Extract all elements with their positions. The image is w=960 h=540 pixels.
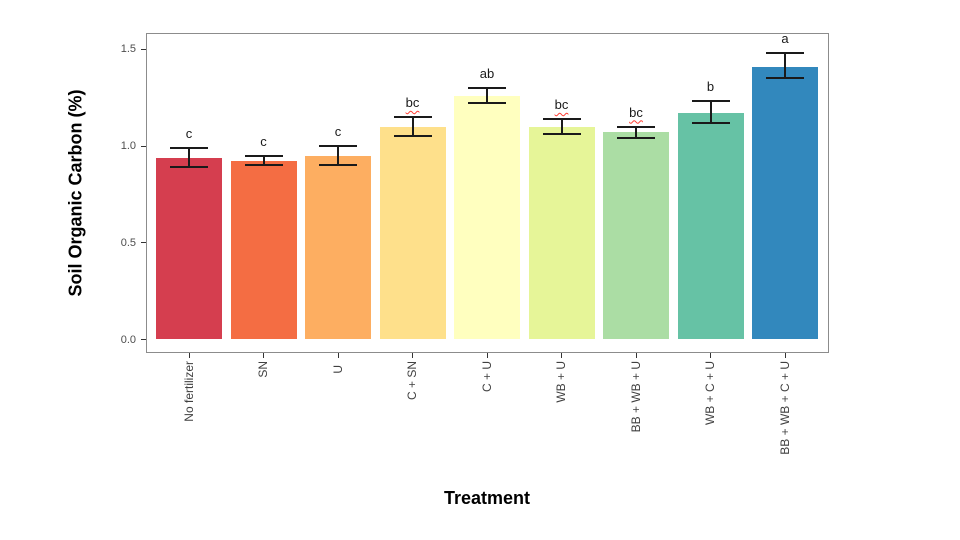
x-tick-label: WB + U xyxy=(554,361,569,408)
x-tick-label: BB + WB + C + U xyxy=(778,361,793,460)
x-axis-tick xyxy=(263,353,264,358)
x-axis-tick xyxy=(337,353,339,358)
x-tick-label: SN xyxy=(256,361,271,383)
x-tick-label: U xyxy=(331,361,346,379)
x-tick-label-text: C + SN xyxy=(405,361,419,401)
x-axis-tick xyxy=(784,353,786,358)
x-tick-label: WB + C + U xyxy=(703,361,718,430)
x-tick-label: No fertilizer xyxy=(182,361,197,427)
x-axis-tick xyxy=(412,353,413,358)
x-tick-label: C + SN xyxy=(405,361,420,405)
y-tick-label: 0.0 xyxy=(120,333,136,346)
x-tick-label: BB + WB + U xyxy=(629,361,644,437)
x-tick-label-text: U xyxy=(330,365,345,374)
y-tick-label: 0.5 xyxy=(120,236,136,249)
x-tick-label-text: BB + WB + U xyxy=(628,361,643,433)
y-tick-label: 1.0 xyxy=(120,140,136,152)
y-tick-label: 1.5 xyxy=(120,43,136,56)
x-tick-label: C + U xyxy=(480,361,495,397)
plot-panel xyxy=(146,33,829,353)
x-axis-tick xyxy=(635,353,637,358)
x-tick-label-text: No fertilizer xyxy=(181,361,196,422)
x-axis-tick xyxy=(561,353,562,358)
x-tick-label-text: WB + U xyxy=(554,361,568,403)
x-tick-label-text: BB + WB + C + U xyxy=(777,361,792,455)
x-axis-tick xyxy=(486,353,488,358)
x-tick-label-text: WB + C + U xyxy=(703,361,717,426)
x-axis-tick xyxy=(188,353,190,358)
x-axis-tick xyxy=(710,353,711,358)
y-axis-title-text: Soil Organic Carbon (%) xyxy=(65,89,86,297)
x-axis-title: Treatment xyxy=(443,488,531,508)
x-tick-label-text: C + U xyxy=(479,361,494,393)
x-tick-label-text: SN xyxy=(256,361,270,378)
